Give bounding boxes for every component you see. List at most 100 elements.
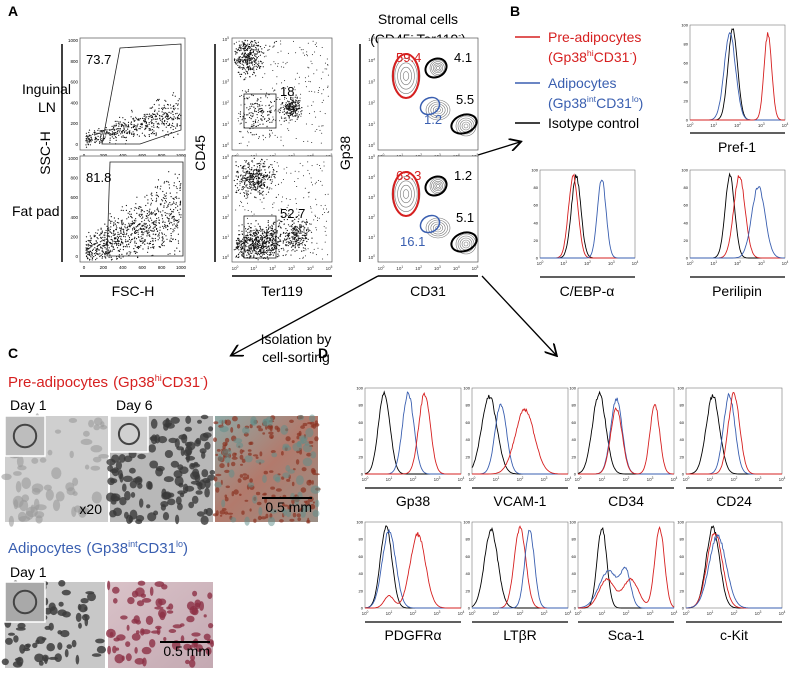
- dot: [293, 111, 294, 112]
- dot: [121, 210, 122, 211]
- cell: [16, 627, 26, 630]
- dot: [296, 186, 297, 187]
- dot: [141, 218, 142, 219]
- dot: [139, 247, 140, 248]
- dot: [122, 220, 123, 221]
- dot: [244, 68, 245, 69]
- tick-exp: 0: [692, 260, 694, 264]
- dot: [149, 128, 150, 129]
- dot: [273, 46, 274, 47]
- dot: [270, 233, 271, 234]
- dot: [293, 107, 294, 108]
- tick-label: 400: [119, 265, 127, 270]
- tick-label: 104: [782, 122, 789, 128]
- annotation: Isolation by: [261, 331, 332, 347]
- dot: [172, 224, 173, 225]
- dot: [173, 229, 174, 230]
- dot: [300, 98, 301, 99]
- dot: [101, 237, 102, 238]
- tick-exp: 4: [787, 122, 789, 126]
- dot: [245, 77, 246, 78]
- tick-exp: 2: [628, 476, 630, 480]
- dot: [123, 135, 124, 136]
- text-part: ): [632, 49, 637, 65]
- tick-label: 80: [572, 537, 577, 542]
- dot: [154, 214, 155, 215]
- dot: [165, 227, 166, 228]
- cell: [55, 430, 61, 434]
- dot: [244, 195, 245, 196]
- dot: [252, 115, 253, 116]
- dot: [295, 79, 296, 80]
- dot: [157, 208, 158, 209]
- dot: [255, 56, 256, 57]
- dot: [162, 215, 163, 216]
- cell: [197, 483, 202, 490]
- cell: [130, 510, 138, 520]
- dot: [264, 73, 265, 74]
- dot: [115, 121, 116, 122]
- dot: [173, 118, 174, 119]
- dot: [287, 238, 288, 239]
- cell: [207, 592, 212, 599]
- cell: [135, 658, 145, 665]
- dot: [278, 194, 279, 195]
- dot: [149, 225, 150, 226]
- dot: [259, 190, 260, 191]
- dot: [148, 248, 149, 249]
- dot: [178, 221, 179, 222]
- tick-exp: 1: [565, 260, 567, 264]
- cell: [91, 466, 101, 471]
- dot: [156, 200, 157, 201]
- cell: [65, 649, 69, 657]
- dot: [260, 97, 261, 98]
- tick-label: 1000: [68, 38, 79, 43]
- dot: [266, 56, 267, 57]
- dot: [309, 192, 310, 193]
- dot: [272, 207, 273, 208]
- tick-exp: 1: [498, 476, 500, 480]
- dot: [134, 124, 135, 125]
- dot: [105, 136, 106, 137]
- dot: [311, 212, 312, 213]
- dot: [291, 226, 292, 227]
- cell: [230, 427, 233, 433]
- dot: [263, 183, 264, 184]
- dot: [258, 247, 259, 248]
- dot: [130, 226, 131, 227]
- dot: [291, 255, 292, 256]
- dot: [246, 71, 247, 72]
- dot: [237, 49, 238, 50]
- dot: [100, 136, 101, 137]
- dot: [269, 187, 270, 188]
- dot: [271, 183, 272, 184]
- dot: [125, 124, 126, 125]
- dot: [272, 47, 273, 48]
- dot: [260, 108, 261, 109]
- dot: [98, 249, 99, 250]
- dot: [138, 118, 139, 119]
- dot: [125, 246, 126, 247]
- dot: [287, 230, 288, 231]
- dot: [98, 254, 99, 255]
- dot: [314, 92, 315, 93]
- cell: [135, 587, 145, 596]
- dot: [243, 192, 244, 193]
- dot: [162, 222, 163, 223]
- cell: [137, 454, 146, 459]
- dot: [240, 247, 241, 248]
- dot: [141, 124, 142, 125]
- dot: [247, 48, 248, 49]
- dot: [266, 121, 267, 122]
- dot: [128, 229, 129, 230]
- dot: [296, 105, 297, 106]
- dot: [118, 218, 119, 219]
- dot: [239, 62, 240, 63]
- dot: [134, 241, 135, 242]
- dot: [307, 106, 308, 107]
- cell: [249, 478, 253, 483]
- cell: [116, 648, 120, 651]
- dot: [247, 240, 248, 241]
- row-label: LN: [38, 99, 56, 115]
- dot: [122, 242, 123, 243]
